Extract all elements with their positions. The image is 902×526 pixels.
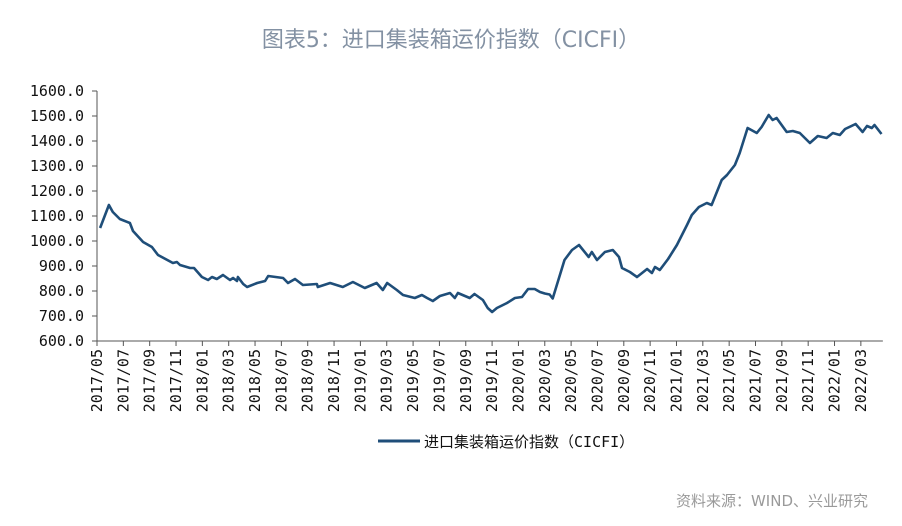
y-tick-label: 1500.0 [30, 107, 84, 125]
x-tick-label: 2019/09 [457, 349, 475, 412]
x-tick-label: 2019/07 [430, 349, 448, 412]
y-tick-label: 900.0 [39, 257, 84, 275]
x-tick-label: 2019/05 [404, 349, 422, 412]
x-tick-label: 2017/11 [167, 349, 185, 412]
x-tick-label: 2017/05 [88, 349, 106, 412]
y-tick-label: 1100.0 [30, 207, 84, 225]
y-tick-label: 1600.0 [30, 82, 84, 100]
x-tick-label: 2020/07 [588, 349, 606, 412]
x-tick-label: 2020/05 [562, 349, 580, 412]
x-tick-label: 2018/09 [299, 349, 317, 412]
x-tick-label: 2019/01 [351, 349, 369, 412]
series [98, 113, 883, 314]
x-tick-label: 2018/05 [246, 349, 264, 412]
x-tick-label: 2019/11 [483, 349, 501, 412]
x-tick-label: 2020/09 [615, 349, 633, 412]
axes [92, 90, 883, 346]
x-tick-label: 2018/03 [220, 349, 238, 412]
x-tick-label: 2021/03 [694, 349, 712, 412]
y-tick-label: 600.0 [39, 332, 84, 350]
y-tick-label: 800.0 [39, 282, 84, 300]
x-tick-label: 2021/01 [667, 349, 685, 412]
x-tick-label: 2018/01 [193, 349, 211, 412]
x-tick-label: 2020/11 [641, 349, 659, 412]
x-tick-label: 2018/07 [272, 349, 290, 412]
x-tick-label: 2021/07 [747, 349, 765, 412]
x-tick-label: 2021/09 [773, 349, 791, 412]
x-tick-label: 2021/11 [799, 349, 817, 412]
y-tick-label: 1300.0 [30, 157, 84, 175]
x-tick-label: 2022/03 [852, 349, 870, 412]
x-tick-label: 2021/05 [720, 349, 738, 412]
chart-title: 图表5：进口集装箱运价指数（CICFI） [261, 28, 641, 53]
source-note: 资料来源：WIND、兴业研究 [675, 492, 868, 510]
x-tick-label: 2022/01 [826, 349, 844, 412]
legend-label: 进口集装箱运价指数（CICFI） [424, 433, 634, 451]
tick-labels: 1600.0 1500.0 1400.0 1300.0 1200.0 1100.0 1000… [30, 82, 870, 412]
x-tick-label: 2017/07 [114, 349, 132, 412]
x-tick-label: 2020/01 [509, 349, 527, 412]
y-tick-label: 1000.0 [30, 232, 84, 250]
x-tick-label: 2020/03 [536, 349, 554, 412]
y-tick-label: 700.0 [39, 307, 84, 325]
y-tick-label: 1200.0 [30, 182, 84, 200]
series-line [98, 113, 883, 314]
y-tick-label: 1400.0 [30, 132, 84, 150]
x-tick-label: 2019/03 [378, 349, 396, 412]
x-tick-label: 2017/09 [141, 349, 159, 412]
x-tick-label: 2018/11 [325, 349, 343, 412]
legend: 进口集装箱运价指数（CICFI） [378, 433, 634, 451]
